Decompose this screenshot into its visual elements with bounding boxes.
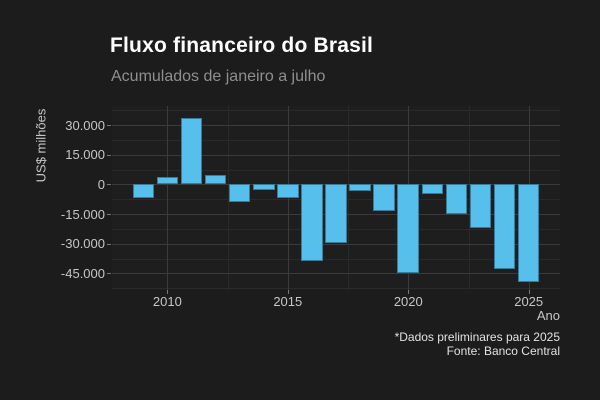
bar-2010: [156, 176, 179, 185]
y-tick-mark: [107, 273, 111, 275]
gridline-minor: [468, 106, 470, 290]
gridline-minor: [112, 139, 560, 141]
gridline-minor: [227, 106, 229, 290]
bar-2014: [252, 184, 275, 191]
bar-2015: [277, 184, 299, 199]
bar-2018: [349, 184, 371, 192]
bar-2013: [228, 184, 251, 202]
bar-2022: [445, 184, 468, 214]
gridline-major: [112, 273, 560, 275]
bar-2020: [397, 184, 420, 273]
y-tick-label--15000: -15.000: [60, 206, 105, 222]
y-tick-label--30000: -30.000: [60, 236, 105, 252]
bar-2019: [373, 184, 395, 211]
y-tick-mark: [107, 125, 111, 126]
x-tick-mark: [408, 290, 410, 294]
chart-title: Fluxo financeiro do Brasil: [110, 34, 374, 57]
x-tick-label-2010: 2010: [152, 294, 182, 309]
y-tick-mark: [107, 214, 111, 215]
caption-note: *Dados preliminares para 2025: [394, 330, 560, 344]
gridline-minor: [112, 169, 560, 171]
y-axis-title: US$ milhões: [33, 108, 49, 183]
x-tick-label-2025: 2025: [514, 294, 544, 309]
gridline-major: [112, 243, 560, 245]
bar-2017: [325, 184, 347, 244]
gridline-minor: [112, 258, 560, 260]
gridline-major: [112, 154, 560, 156]
bar-2025: [517, 184, 540, 282]
y-tick-mark: [107, 184, 111, 186]
y-tick-label-15000: 15.000: [65, 147, 105, 163]
bar-2011: [180, 117, 203, 185]
x-axis-title: Ano: [536, 308, 560, 323]
y-tick-label-30000: 30.000: [65, 117, 105, 133]
y-tick-label--45000: -45.000: [60, 265, 105, 281]
chart-panel: [112, 106, 560, 290]
x-tick-mark: [287, 290, 289, 294]
gridline-minor: [112, 110, 560, 112]
x-tick-label-2020: 2020: [393, 294, 423, 309]
gridline-minor: [348, 106, 349, 290]
bar-2009: [132, 184, 155, 198]
y-tick-label-0: 0: [97, 176, 105, 192]
chart-caption: *Dados preliminares para 2025 Fonte: Ban…: [394, 330, 560, 358]
bar-2012: [204, 175, 227, 185]
gridline-minor: [112, 288, 560, 290]
bar-2024: [493, 184, 516, 270]
caption-source: Fonte: Banco Central: [446, 343, 560, 358]
x-tick-label-2015: 2015: [273, 294, 303, 309]
x-tick-mark: [167, 290, 169, 294]
chart-subtitle: Acumulados de janeiro a julho: [111, 68, 326, 85]
bar-2021: [421, 184, 444, 195]
bar-2016: [301, 184, 323, 262]
y-tick-mark: [107, 154, 111, 156]
bar-2023: [469, 184, 492, 229]
gridline-major: [167, 106, 169, 290]
y-tick-mark: [107, 243, 111, 245]
x-tick-mark: [528, 290, 530, 294]
gridline-major: [112, 125, 560, 126]
